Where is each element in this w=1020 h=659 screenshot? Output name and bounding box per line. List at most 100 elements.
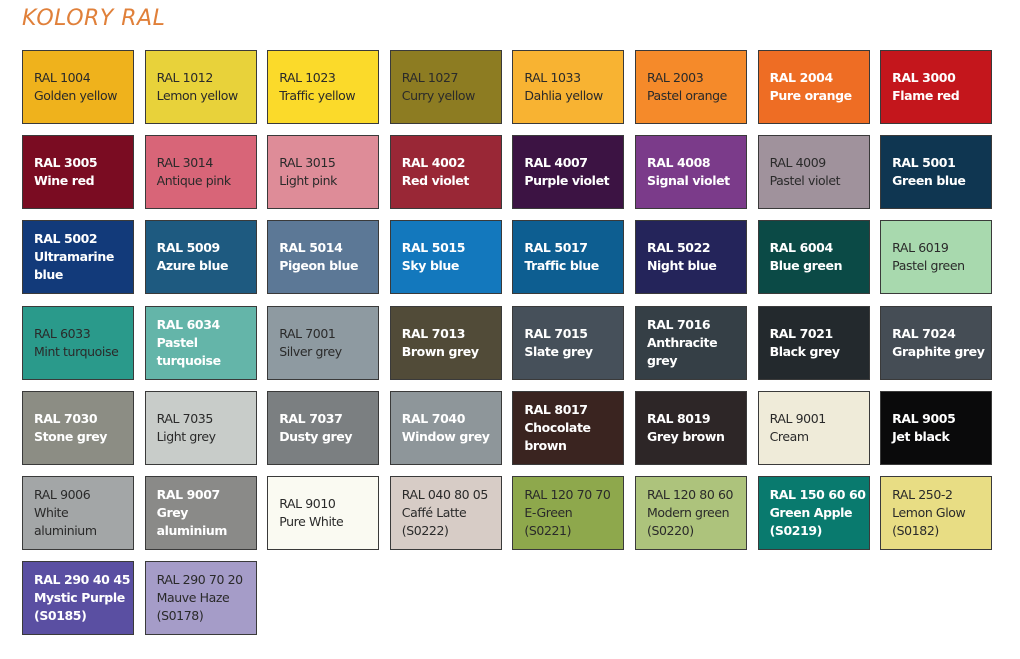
swatch-name: Black grey xyxy=(769,343,840,359)
color-swatch: RAL 8019 Grey brown xyxy=(634,390,747,465)
color-swatch: RAL 1023 Traffic yellow xyxy=(267,50,380,124)
swatch-code: RAL 3015 xyxy=(279,155,336,171)
swatch-code: RAL 9005 xyxy=(892,410,956,426)
swatch-name: Traffic yellow xyxy=(279,88,356,103)
swatch-name: Pure White xyxy=(279,513,344,529)
color-swatch: RAL 7024 Graphite grey xyxy=(880,305,993,380)
color-swatch: RAL 9001 Cream xyxy=(757,390,870,465)
swatch-name: Dahlia yellow xyxy=(524,88,603,103)
swatch-code: RAL 6004 xyxy=(769,240,834,256)
color-swatch: RAL 7040 Window grey xyxy=(389,390,502,465)
swatch-name: Pastel orange xyxy=(646,88,727,103)
color-swatch: RAL 6019 Pastel green xyxy=(880,220,993,295)
swatch-code: RAL 250-2 xyxy=(892,486,953,502)
swatch-code: RAL 3014 xyxy=(156,155,214,171)
swatch-code: RAL 7021 xyxy=(769,325,834,341)
color-swatch: RAL 9007 Grey aluminium xyxy=(144,475,257,550)
color-swatch: RAL 4007 Purple violet xyxy=(512,135,625,210)
swatch-name: Window grey xyxy=(401,428,490,444)
swatch-name: Pastel turquoise xyxy=(156,334,221,368)
swatch-name: Red violet xyxy=(401,173,470,189)
color-swatch: RAL 4002 Red violet xyxy=(389,135,502,210)
swatch-code: RAL 4002 xyxy=(401,155,466,171)
swatch-name: Mint turquoise xyxy=(34,343,119,359)
swatch-name: Lemon yellow xyxy=(156,88,239,103)
color-swatch: RAL 7001 Silver grey xyxy=(267,305,380,380)
color-swatch: RAL 7013 Brown grey xyxy=(389,305,502,380)
color-swatch: RAL 8017 Chocolate brown xyxy=(512,390,625,465)
swatch-name: Dusty grey xyxy=(279,428,353,444)
swatch-name: Pigeon blue xyxy=(279,258,359,274)
swatch-code: RAL 9007 xyxy=(156,486,221,502)
swatch-code: RAL 5017 xyxy=(524,240,588,256)
color-swatch: RAL 250-2 Lemon Glow (S0182) xyxy=(880,475,993,550)
color-swatch: RAL 9005 Jet black xyxy=(880,390,993,465)
swatch-name: Flame red xyxy=(892,88,960,103)
color-swatch: RAL 2004 Pure orange xyxy=(757,50,870,124)
swatch-grid: RAL 1004 Golden yellow RAL 1012 Lemon yello… xyxy=(22,50,993,636)
swatch-name: Mystic Purple (S0185) xyxy=(34,590,125,624)
color-swatch: RAL 120 80 60 Modern green (S0220) xyxy=(634,475,747,550)
swatch-code: RAL 7035 xyxy=(156,410,214,426)
swatch-name: Ultramarine blue xyxy=(34,249,114,283)
swatch-name: White aluminium xyxy=(34,504,97,538)
color-swatch: RAL 5002 Ultramarine blue xyxy=(22,220,134,295)
swatch-code: RAL 1004 xyxy=(34,70,91,85)
color-swatch: RAL 3014 Antique pink xyxy=(144,135,257,210)
swatch-name: Green Apple (S0219) xyxy=(769,504,853,538)
swatch-code: RAL 9001 xyxy=(769,410,827,426)
color-swatch: RAL 9010 Pure White xyxy=(267,475,380,550)
swatch-code: RAL 5009 xyxy=(156,240,221,256)
color-swatch: RAL 6033 Mint turquoise xyxy=(22,305,134,380)
swatch-name: Graphite grey xyxy=(892,343,985,359)
swatch-code: RAL 3000 xyxy=(892,70,956,85)
color-swatch: RAL 9006 White aluminium xyxy=(22,475,134,550)
color-swatch: RAL 5014 Pigeon blue xyxy=(267,220,380,295)
swatch-code: RAL 5001 xyxy=(892,155,956,171)
swatch-name: Pure orange xyxy=(769,88,853,103)
swatch-name: Night blue xyxy=(646,258,717,274)
swatch-code: RAL 7030 xyxy=(34,410,98,426)
swatch-code: RAL 5002 xyxy=(34,231,98,247)
swatch-name: Anthracite grey xyxy=(646,334,718,368)
swatch-name: Caffé Latte (S0222) xyxy=(401,504,467,538)
color-swatch: RAL 040 80 05 Caffé Latte (S0222) xyxy=(389,475,502,550)
color-swatch: RAL 7015 Slate grey xyxy=(512,305,625,380)
swatch-name: Chocolate brown xyxy=(524,419,591,453)
swatch-code: RAL 7015 xyxy=(524,325,588,341)
swatch-name: Grey brown xyxy=(646,428,725,444)
swatch-code: RAL 2004 xyxy=(769,70,834,85)
swatch-code: RAL 040 80 05 xyxy=(401,486,488,502)
swatch-code: RAL 8019 xyxy=(646,410,711,426)
swatch-name: Pastel violet xyxy=(769,173,841,189)
swatch-name: Jet black xyxy=(892,428,950,444)
swatch-code: RAL 5014 xyxy=(279,240,343,256)
swatch-name: Light grey xyxy=(156,428,216,444)
swatch-code: RAL 7016 xyxy=(646,316,711,332)
color-swatch: RAL 4008 Signal violet xyxy=(634,135,747,210)
color-swatch: RAL 5017 Traffic blue xyxy=(512,220,625,295)
color-swatch: RAL 120 70 70 E-Green (S0221) xyxy=(512,475,625,550)
color-swatch: RAL 7035 Light grey xyxy=(144,390,257,465)
color-swatch: RAL 1004 Golden yellow xyxy=(22,50,134,124)
swatch-name: Blue green xyxy=(769,258,843,274)
color-swatch: RAL 1027 Curry yellow xyxy=(389,50,502,124)
color-swatch: RAL 150 60 60 Green Apple (S0219) xyxy=(757,475,870,550)
swatch-code: RAL 8017 xyxy=(524,401,588,417)
swatch-name: Golden yellow xyxy=(34,88,118,103)
swatch-code: RAL 7037 xyxy=(279,410,343,426)
swatch-code: RAL 120 70 70 xyxy=(524,486,611,502)
swatch-name: Light pink xyxy=(279,173,337,189)
swatch-code: RAL 7024 xyxy=(892,325,956,341)
swatch-name: Mauve Haze (S0178) xyxy=(156,590,230,624)
swatch-name: Silver grey xyxy=(279,343,342,359)
swatch-code: RAL 1027 xyxy=(401,70,459,85)
swatch-name: Azure blue xyxy=(156,258,229,274)
swatch-code: RAL 9006 xyxy=(34,486,91,502)
swatch-name: Traffic blue xyxy=(524,258,599,274)
color-swatch: RAL 7037 Dusty grey xyxy=(267,390,380,465)
color-swatch: RAL 3000 Flame red xyxy=(880,50,993,124)
color-swatch: RAL 5022 Night blue xyxy=(634,220,747,295)
swatch-code: RAL 7001 xyxy=(279,325,336,341)
swatch-code: RAL 3005 xyxy=(34,155,98,171)
